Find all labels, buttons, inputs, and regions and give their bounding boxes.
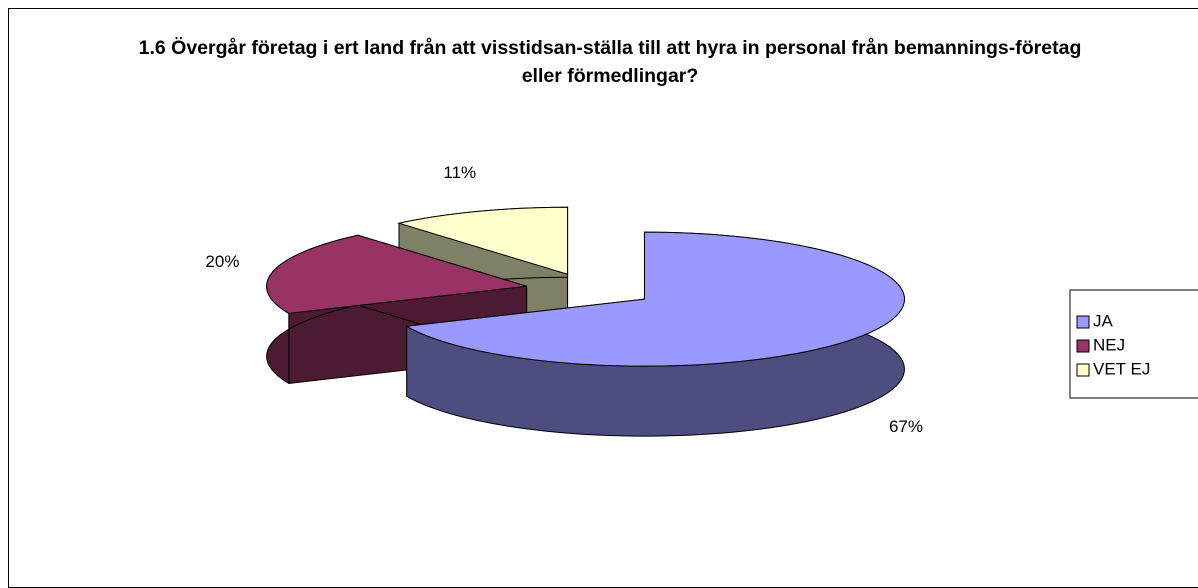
slice-top (266, 234, 527, 314)
slice-top (397, 206, 569, 275)
data-label: 67% (889, 417, 923, 436)
data-label: 11% (443, 163, 476, 182)
chart-title: 1.6 Övergår företag i ert land från att … (138, 37, 1082, 87)
legend-box (1069, 289, 1198, 399)
data-label: 20% (205, 252, 239, 271)
legend-label: VET EJ (1093, 359, 1150, 378)
pie-slice (405, 231, 905, 437)
legend-label: JA (1093, 311, 1114, 330)
slice-top (405, 231, 905, 367)
legend-swatch (1076, 363, 1090, 377)
legend-label: NEJ (1093, 335, 1125, 354)
legend-swatch (1076, 315, 1090, 329)
legend-swatch (1076, 339, 1090, 353)
